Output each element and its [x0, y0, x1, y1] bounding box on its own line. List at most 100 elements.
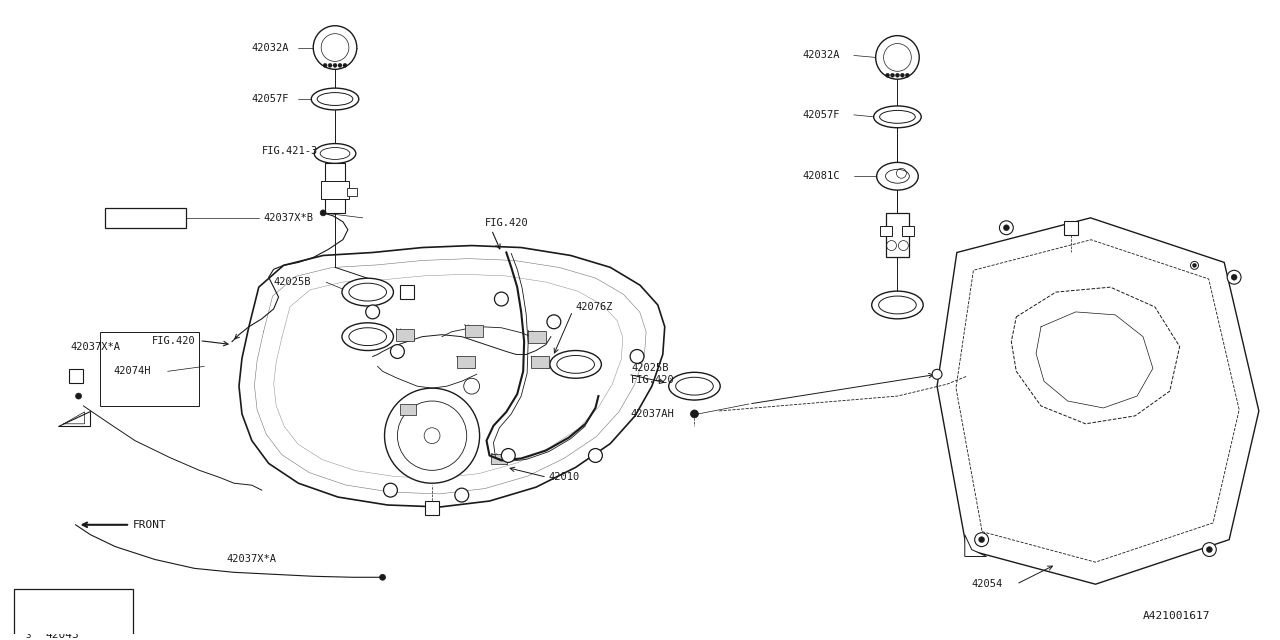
Circle shape — [1202, 543, 1216, 557]
Text: FIG.420: FIG.420 — [152, 335, 196, 346]
Circle shape — [1193, 264, 1197, 268]
Text: 42076Z: 42076Z — [576, 302, 613, 312]
Circle shape — [502, 449, 516, 463]
Ellipse shape — [878, 296, 916, 314]
Bar — [1064, 221, 1078, 235]
Text: 42054: 42054 — [972, 579, 1004, 589]
Text: 42037AH: 42037AH — [630, 409, 673, 419]
Text: A: A — [1068, 223, 1074, 233]
Bar — [321, 181, 349, 199]
Circle shape — [1000, 221, 1014, 235]
Text: 2: 2 — [388, 486, 393, 495]
Ellipse shape — [317, 93, 353, 106]
Circle shape — [589, 449, 603, 463]
Text: 2: 2 — [499, 294, 504, 303]
Text: B: B — [404, 287, 411, 297]
Circle shape — [494, 292, 508, 306]
Circle shape — [333, 63, 337, 67]
Ellipse shape — [550, 351, 602, 378]
Bar — [397, 329, 415, 340]
Circle shape — [323, 63, 328, 67]
Text: A: A — [429, 503, 435, 513]
Circle shape — [384, 388, 480, 483]
Ellipse shape — [668, 372, 721, 400]
Text: 2: 2 — [460, 491, 465, 500]
Text: FIG.420: FIG.420 — [485, 218, 529, 228]
Circle shape — [1190, 261, 1198, 269]
Text: 42025B: 42025B — [631, 364, 668, 373]
Circle shape — [320, 210, 326, 216]
Text: FRONT: FRONT — [133, 520, 166, 530]
Circle shape — [886, 73, 890, 77]
Circle shape — [463, 378, 480, 394]
Text: 2: 2 — [593, 451, 598, 460]
Circle shape — [630, 349, 644, 364]
Circle shape — [22, 610, 35, 624]
Text: FIG.420: FIG.420 — [631, 375, 675, 385]
Text: 42032A: 42032A — [803, 51, 840, 60]
Circle shape — [1206, 547, 1212, 552]
Circle shape — [891, 73, 895, 77]
Circle shape — [76, 393, 82, 399]
Ellipse shape — [879, 111, 915, 124]
Text: 42025B: 42025B — [274, 277, 311, 287]
Circle shape — [979, 537, 984, 543]
Polygon shape — [965, 534, 987, 557]
Text: 42074H: 42074H — [113, 366, 151, 376]
Text: B: B — [73, 371, 78, 381]
Bar — [886, 213, 909, 257]
Circle shape — [1228, 270, 1242, 284]
Circle shape — [314, 26, 357, 69]
Circle shape — [343, 63, 347, 67]
Text: A421001617: A421001617 — [1143, 611, 1211, 621]
Circle shape — [454, 488, 468, 502]
Circle shape — [905, 73, 909, 77]
Bar — [325, 163, 344, 213]
Polygon shape — [58, 411, 91, 426]
Bar — [347, 188, 357, 196]
Text: 3: 3 — [394, 347, 401, 356]
Text: 2: 2 — [635, 352, 640, 361]
Text: 42037X*B: 42037X*B — [264, 213, 314, 223]
Ellipse shape — [877, 163, 918, 190]
Text: 2: 2 — [370, 307, 375, 316]
Ellipse shape — [676, 377, 713, 395]
Text: 2: 2 — [26, 612, 31, 621]
Circle shape — [22, 628, 35, 640]
Circle shape — [876, 36, 919, 79]
Bar — [531, 356, 549, 369]
Text: 42043: 42043 — [46, 630, 79, 640]
Circle shape — [690, 410, 699, 418]
Circle shape — [338, 63, 342, 67]
Bar — [100, 332, 200, 406]
Text: 42074B*B: 42074B*B — [109, 213, 159, 223]
Bar — [492, 454, 507, 465]
Bar — [902, 226, 914, 236]
Text: 2: 2 — [552, 317, 557, 326]
Bar — [401, 404, 416, 415]
Circle shape — [932, 369, 942, 380]
Bar — [529, 331, 547, 342]
Ellipse shape — [557, 355, 594, 373]
Text: 42057F: 42057F — [252, 94, 289, 104]
Bar — [879, 226, 891, 236]
Circle shape — [547, 315, 561, 329]
Circle shape — [366, 305, 380, 319]
Circle shape — [328, 63, 332, 67]
Ellipse shape — [320, 148, 349, 159]
Bar — [401, 285, 415, 299]
Text: 42037X*A: 42037X*A — [70, 342, 120, 351]
Text: 1: 1 — [506, 451, 511, 460]
Circle shape — [1231, 275, 1236, 280]
Text: FIG.421-3: FIG.421-3 — [261, 145, 317, 156]
Bar — [105, 208, 187, 228]
Text: 42010: 42010 — [549, 472, 580, 483]
Circle shape — [22, 591, 35, 605]
Ellipse shape — [314, 143, 356, 163]
Bar — [14, 589, 133, 640]
Text: 42081C: 42081C — [803, 172, 840, 181]
Polygon shape — [937, 218, 1258, 584]
Text: 42037C: 42037C — [46, 593, 86, 604]
Circle shape — [974, 532, 988, 547]
Text: 3: 3 — [26, 631, 31, 640]
